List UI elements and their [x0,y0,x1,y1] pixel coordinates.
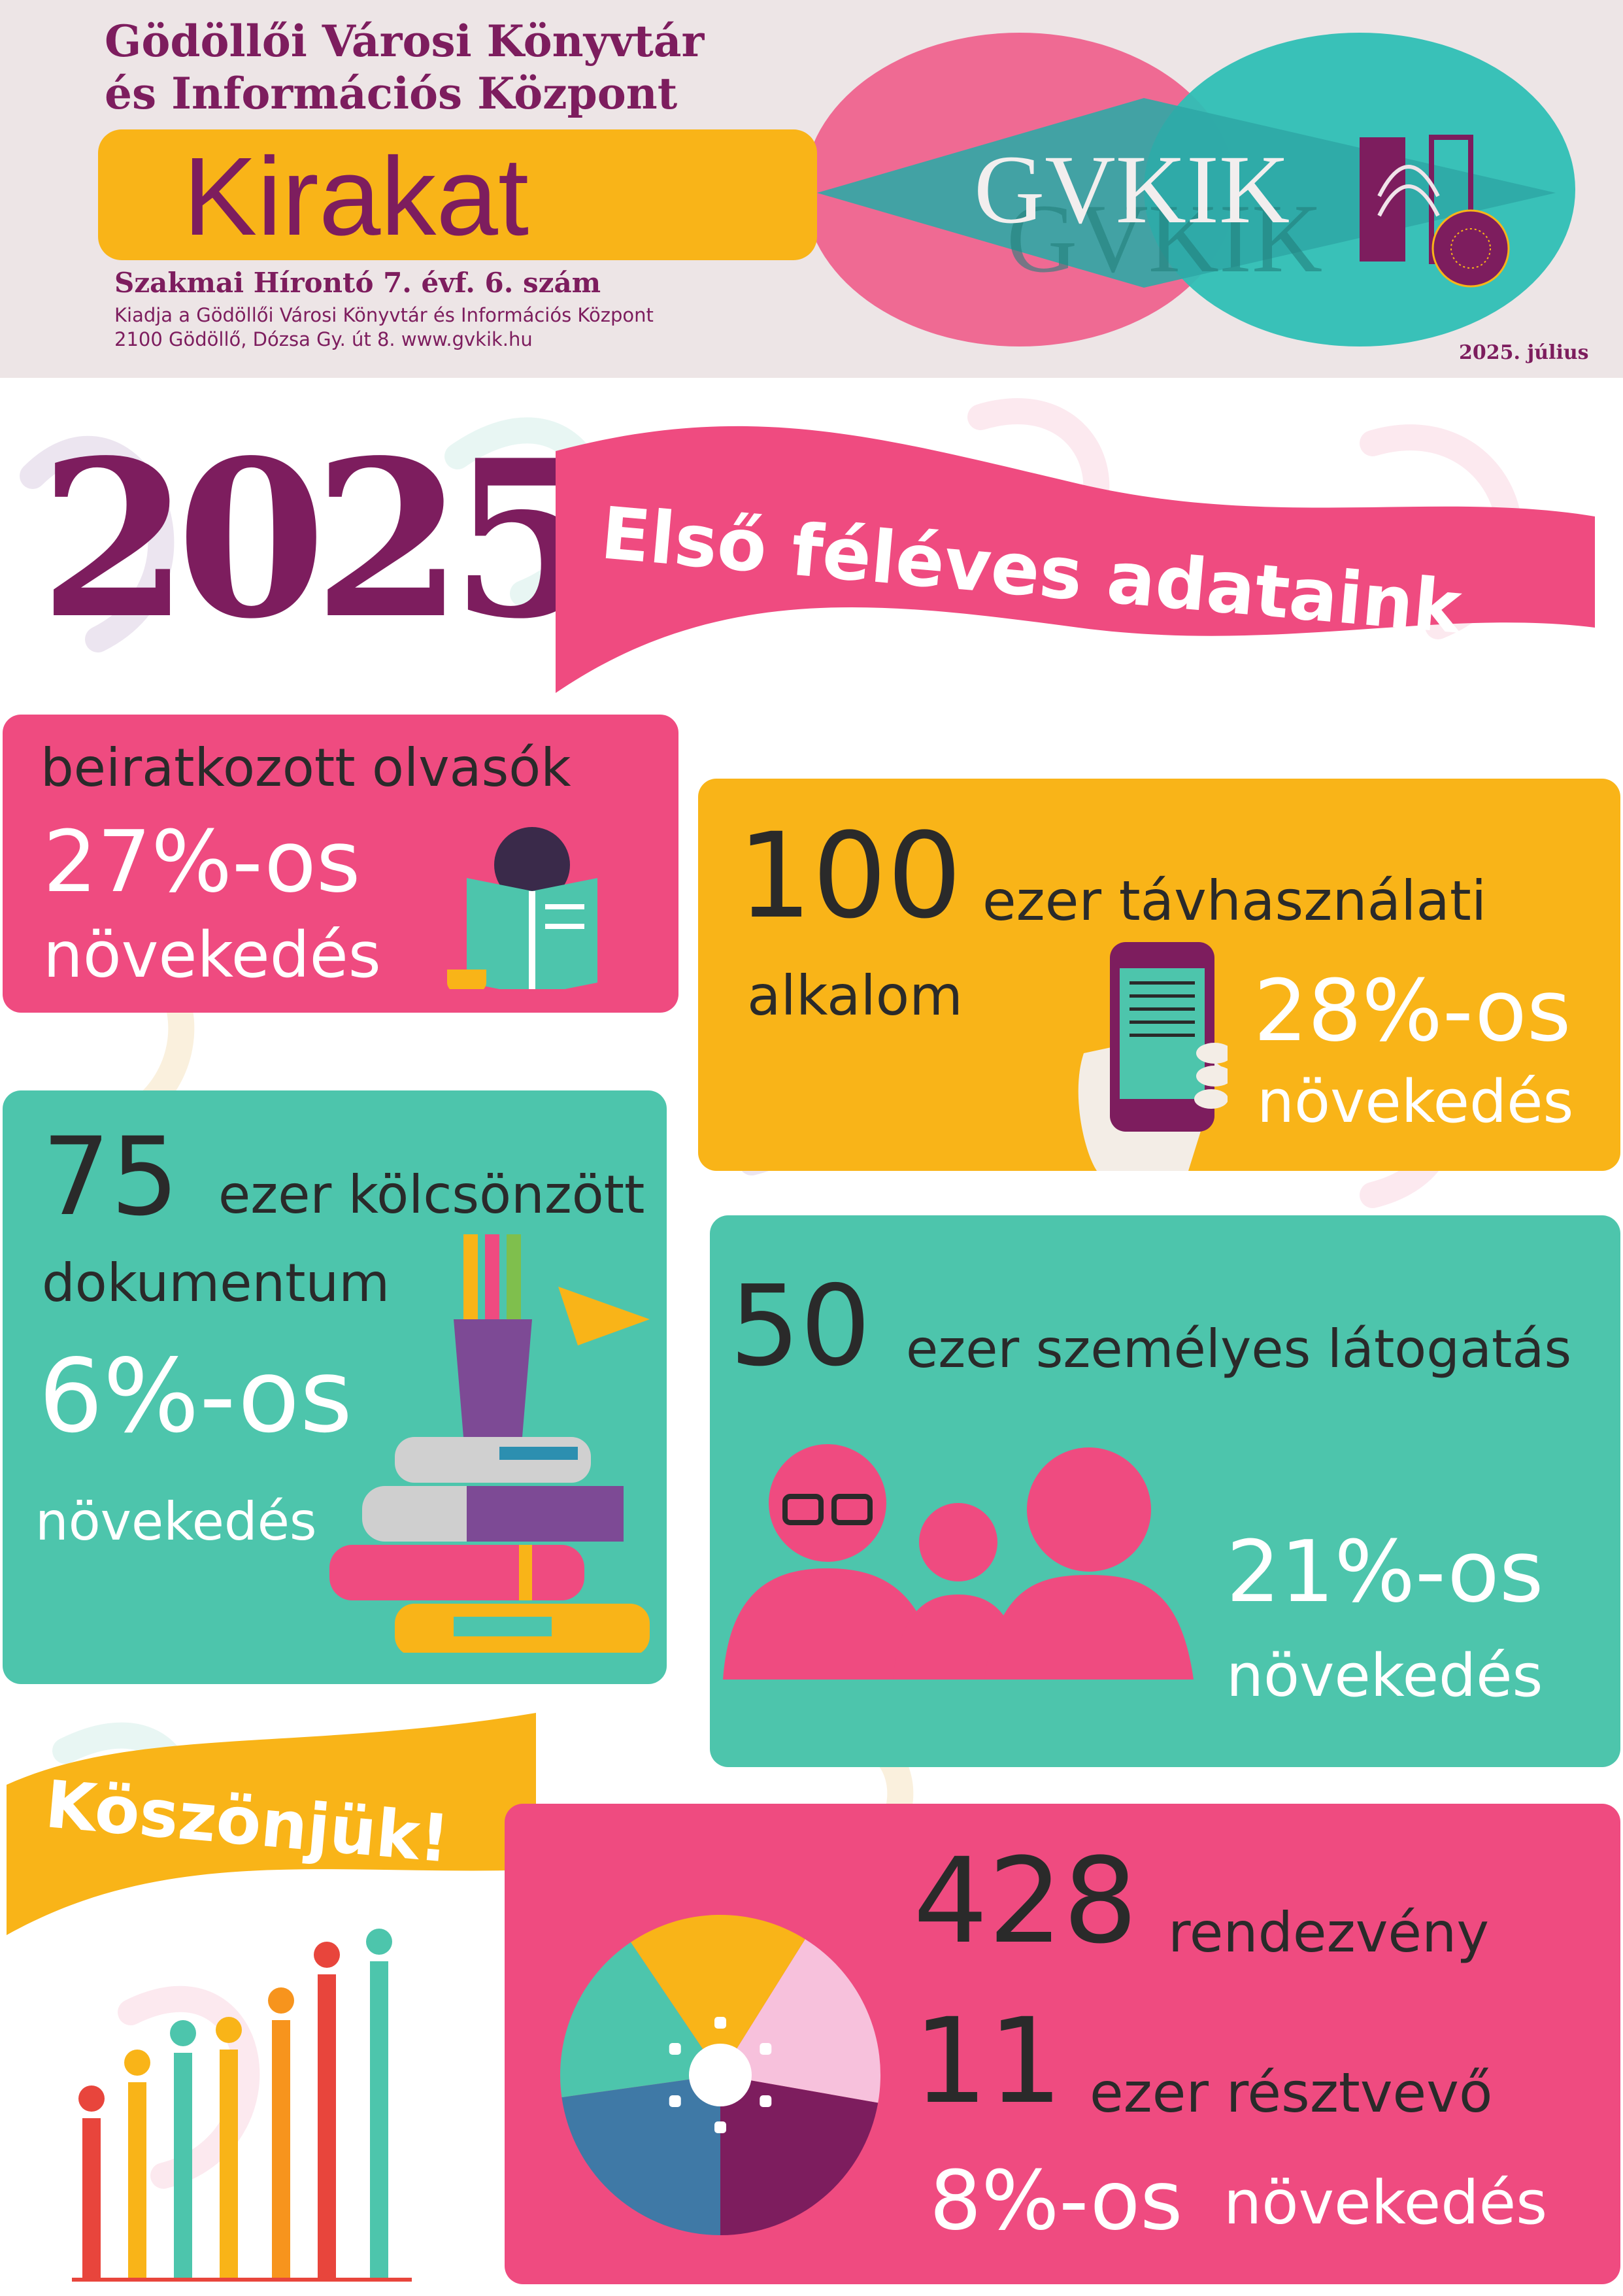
readers-percent: 27%-os [43,812,361,911]
phone-in-hand-icon [1078,942,1228,1171]
remote-label-1: ezer távhasználati [982,869,1487,933]
visits-number: 50 [729,1262,871,1391]
decorative-bar-dot [170,2020,196,2046]
decorative-bar [82,2118,101,2278]
loans-percent: 6%-os [39,1337,353,1455]
readers-growth: növekedés [43,919,381,992]
remote-percent: 28%-os [1254,961,1571,1060]
remote-number: 100 [737,808,962,945]
books-and-pencils-icon [329,1234,650,1653]
events-pie-icon [560,1915,880,2235]
remote-growth: növekedés [1257,1068,1574,1136]
participants-label: ezer résztvevő [1090,2061,1493,2125]
book-logo-icon [1360,135,1510,288]
visits-growth: növekedés [1226,1642,1543,1710]
sun-ray [760,2043,772,2055]
loans-growth: növekedés [35,1491,317,1552]
org-name-line2: és Információs Központ [105,68,678,119]
events-card: 428 rendezvény 11 ezer résztvevő 8%-os n… [505,1804,1620,2284]
people-icon [723,1444,1194,1680]
events-number: 428 [913,1833,1138,1970]
participants-number: 11 [913,1993,1063,2130]
loans-label-1: ezer kölcsönzött [218,1164,645,1225]
visits-percent: 21%-os [1226,1522,1544,1621]
sun-ray [760,2095,772,2107]
readers-label: beiratkozott olvasók [41,737,571,798]
decorative-bar [220,2050,238,2278]
decorative-bar [370,1961,388,2278]
heading-ribbon [556,426,1595,693]
decorative-bar-dot [366,1929,392,1955]
pie-slice [720,1939,880,2103]
remote-usage-card: 100 ezer távhasználati alkalom 28%-os nö… [698,779,1620,1171]
pie-slice [720,2075,878,2235]
remote-label-2: alkalom [747,964,963,1028]
decorative-bar-dot [124,2050,150,2076]
logo-text: GVKIK [974,135,1290,244]
sun-ray [714,2017,726,2029]
year-heading: 2025 [39,413,600,666]
sun-ray [669,2095,681,2107]
decorative-bar-dot [314,1942,340,1968]
pie-slice [561,2075,720,2235]
decorative-bar [174,2053,192,2278]
decorative-bar [318,1974,336,2278]
issue-date: 2025. július [1459,341,1589,364]
pie-center [689,2044,752,2106]
header: Gödöllői Városi Könyvtár és Információs … [0,0,1623,378]
loans-label-2: dokumentum [42,1253,390,1313]
reading-person-icon [447,827,597,989]
decorative-bar-graphic [72,1929,412,2282]
events-label: rendezvény [1168,1900,1490,1965]
publication-title: Kirakat [183,135,529,259]
org-name-line1: Gödöllői Városi Könyvtár [105,16,705,67]
address-text: 2100 Gödöllő, Dózsa Gy. út 8. www.gvkik.… [114,328,533,350]
decorative-bar-dot [216,2017,242,2043]
decorative-bar-dot [268,1987,294,2014]
visits-label: ezer személyes látogatás [906,1319,1572,1379]
title-banner: Kirakat [98,129,817,260]
decorative-bar [272,2020,290,2278]
pie-slice [560,1942,720,2098]
sun-ray [669,2043,681,2055]
issue-subtitle: Szakmai Hírontó 7. évf. 6. szám [114,267,601,299]
readers-card: beiratkozott olvasók 27%-os növekedés [3,715,678,1013]
pie-slice [630,1915,805,2075]
publisher-text: Kiadja a Gödöllői Városi Könyvtár és Inf… [114,304,654,326]
loans-card: 75 ezer kölcsönzött dokumentum 6%-os növ… [3,1090,667,1684]
decorative-bar-dot [78,2085,105,2112]
events-percent: 8%-os [929,2153,1183,2248]
visits-card: 50 ezer személyes látogatás 21%-os növek… [710,1215,1620,1767]
thanks-ribbon [7,1713,536,1935]
sun-ray [714,2121,726,2133]
events-growth: növekedés [1224,2168,1548,2238]
loans-number: 75 [42,1114,179,1240]
decorative-bar [128,2082,146,2278]
